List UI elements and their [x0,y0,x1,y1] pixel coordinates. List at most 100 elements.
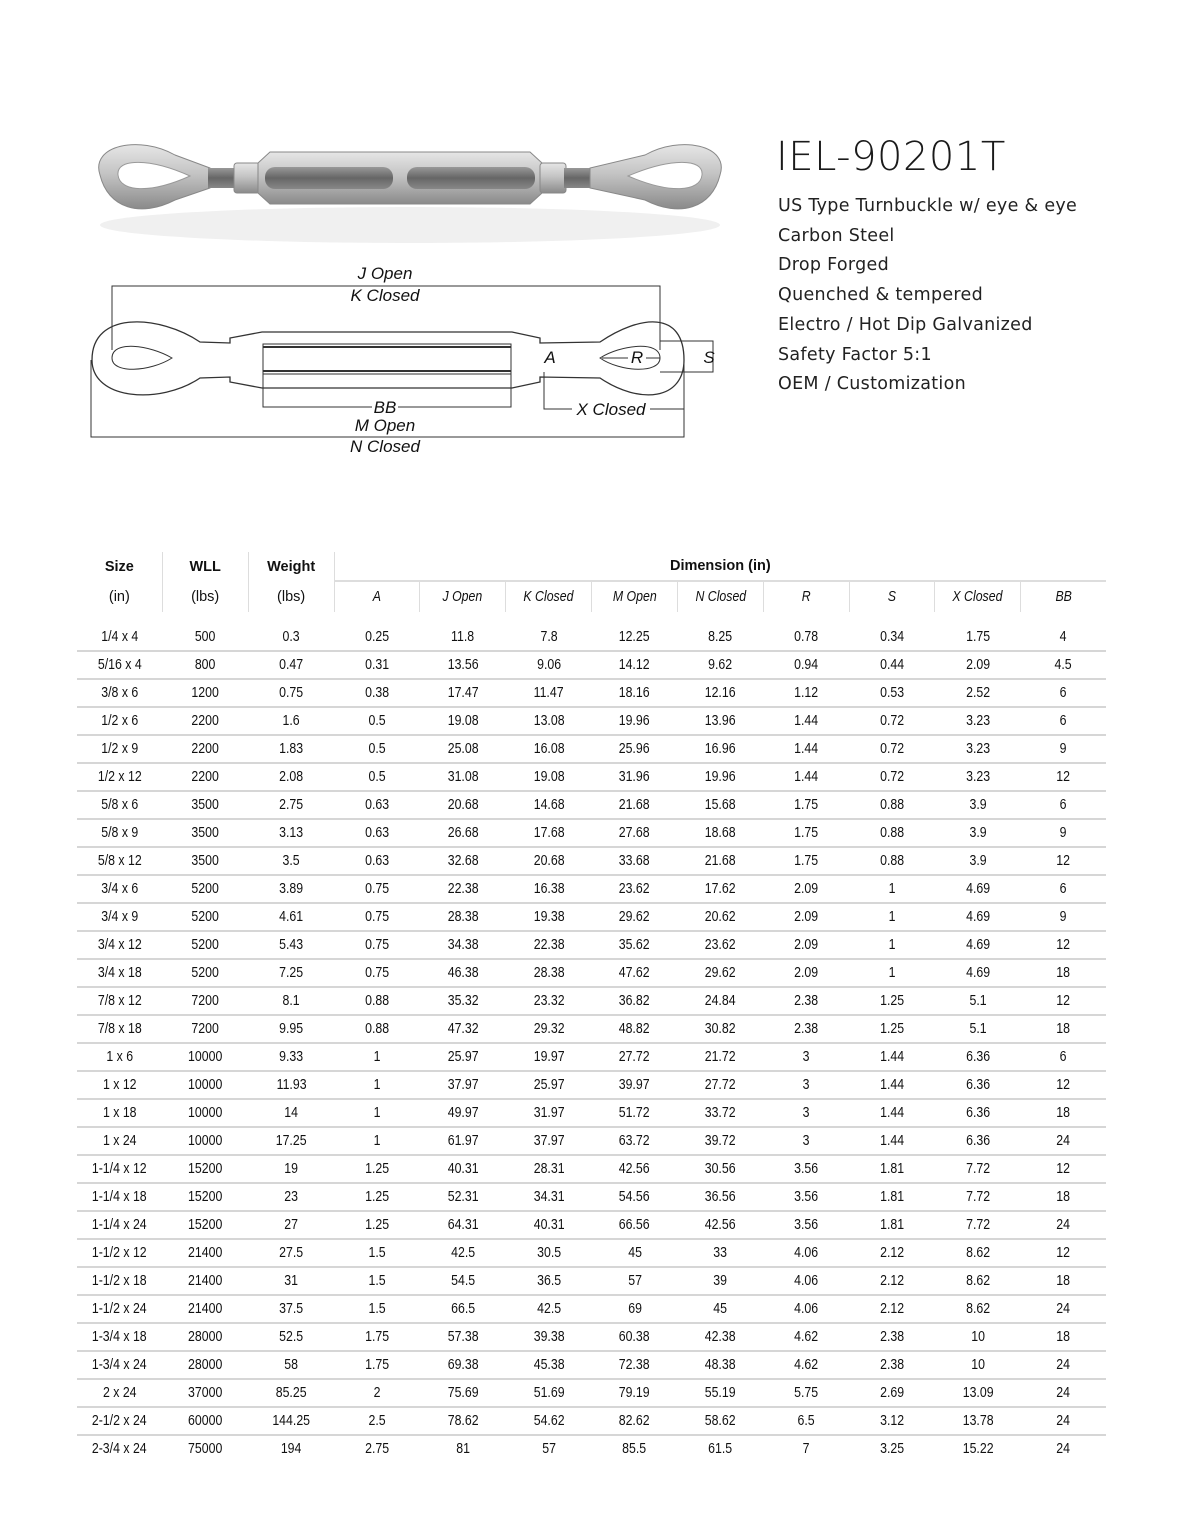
table-cell: 1 [334,1071,420,1100]
header-dim-column: S [848,581,935,612]
cell-value: 10000 [188,1105,223,1121]
table-row: 1-1/4 x 18 15200 23 1.25 52.31 34.31 54.56 36.5… [77,1183,1106,1212]
cell-value: 52.31 [447,1189,479,1205]
table-cell: 12 [1020,847,1106,876]
table-cell: 33 [677,1239,764,1268]
cell-value: 2200 [191,769,219,785]
table-cell: 1.25 [334,1155,420,1184]
cell-value: 0.72 [879,741,904,757]
cell-value: 9.95 [279,1021,304,1037]
cell-value: 4.61 [279,909,304,925]
table-cell: 0.63 [334,847,420,876]
cell-value: 27.72 [705,1077,736,1093]
cell-value: 0.44 [879,657,904,673]
cell-value: 1 [888,909,896,925]
table-cell: 2 x 24 [77,1379,163,1408]
cell-value: 7200 [191,1021,219,1037]
cell-value: 1.5 [368,1301,386,1317]
table-cell: 49.97 [419,1099,506,1128]
table-row: 5/8 x 9 3500 3.13 0.63 26.68 17.68 27.68 18.68 1… [77,819,1106,848]
table-cell: 0.88 [849,819,935,848]
cell-value: 3.25 [879,1441,904,1457]
cell-value: 2.75 [364,1441,389,1457]
table-cell: 64.31 [419,1211,506,1240]
table-cell: 60000 [162,1407,249,1436]
table-cell: 10000 [162,1099,249,1128]
table-cell: 21.68 [677,847,764,876]
table-cell: 10 [934,1323,1021,1352]
table-cell: 28.38 [419,903,506,932]
cell-value: 8.1 [282,993,300,1009]
cell-value: 21400 [188,1273,223,1289]
table-cell: 11.93 [248,1071,335,1100]
table-row: 5/16 x 4 800 0.47 0.31 13.56 9.06 14.12 9.62 0.9… [77,651,1106,680]
table-cell: 0.78 [763,624,850,652]
cell-value: 7200 [191,993,219,1009]
header-wll: WLL [162,552,249,581]
cell-value: 3.13 [279,825,304,841]
cell-value: 1.12 [794,685,819,701]
table-row: 2-3/4 x 24 75000 194 2.75 81 57 85.5 61.5 7 3.25 1… [77,1435,1106,1462]
cell-value: 23.62 [705,937,736,953]
table-row: 5/8 x 12 3500 3.5 0.63 32.68 20.68 33.68 21.68 1… [77,847,1106,876]
table-cell: 10 [934,1351,1021,1380]
table-cell: 12 [1020,1155,1106,1184]
table-cell: 0.72 [849,763,935,792]
table-cell: 6 [1020,875,1106,904]
table-cell: 8.25 [677,624,764,652]
table-cell: 0.75 [334,959,420,988]
table-cell: 4.69 [934,903,1021,932]
label-bb: BB [374,398,397,417]
cell-value: 4.69 [965,909,990,925]
cell-value: 17.25 [275,1133,307,1149]
table-row: 5/8 x 6 3500 2.75 0.63 20.68 14.68 21.68 15.68 1… [77,791,1106,820]
unit-wll: (lbs) [162,581,249,612]
cell-value: 0.94 [794,657,819,673]
table-cell: 1-1/4 x 12 [77,1155,163,1184]
table-cell: 2.09 [763,931,850,960]
cell-value: 75.69 [447,1385,479,1401]
table-cell: 5/8 x 12 [77,847,163,876]
table-cell: 2 [334,1379,420,1408]
table-cell: 0.5 [334,707,420,736]
table-cell: 2-1/2 x 24 [77,1407,163,1436]
header-dim-label: BB [1055,589,1072,605]
header-dim-column: K Closed [505,581,592,612]
table-cell: 69.38 [419,1351,506,1380]
table-cell: 6.36 [934,1071,1021,1100]
cell-value: 19.96 [619,713,650,729]
table-cell: 36.56 [677,1183,764,1212]
table-cell: 3.56 [763,1211,850,1240]
cell-value: 2.09 [794,965,819,981]
table-cell: 0.72 [849,735,935,764]
cell-value: 19 [284,1161,298,1177]
table-cell: 0.72 [849,707,935,736]
table-cell: 7/8 x 12 [77,987,163,1016]
table-cell: 27.68 [591,819,678,848]
table-cell: 4.06 [763,1239,850,1268]
table-cell: 3.25 [849,1435,935,1462]
cell-value: 12 [1056,1161,1071,1177]
cell-value: 22.38 [447,881,479,897]
cell-value: 25.97 [533,1077,565,1093]
cell-value: 1.75 [364,1329,389,1345]
cell-value: 7.72 [965,1161,990,1177]
header-dim-label: M Open [612,589,657,605]
header-dim-column: X Closed [934,581,1021,612]
table-cell: 1 [334,1127,420,1156]
cell-value: 30.56 [705,1161,736,1177]
table-cell: 2200 [162,707,249,736]
cell-value: 3 [802,1049,810,1065]
table-cell: 5200 [162,931,249,960]
cell-value: 14.68 [533,797,565,813]
table-cell: 3.5 [248,847,335,876]
cell-value: 28000 [188,1329,223,1345]
table-cell: 85.25 [248,1379,335,1408]
cell-value: 2.09 [794,937,819,953]
table-cell: 3.23 [934,763,1021,792]
cell-value: 6 [1059,881,1067,897]
table-cell: 15200 [162,1211,249,1240]
cell-value: 24 [1056,1301,1071,1317]
cell-value: 3.9 [969,853,987,869]
table-cell: 4.62 [763,1351,850,1380]
